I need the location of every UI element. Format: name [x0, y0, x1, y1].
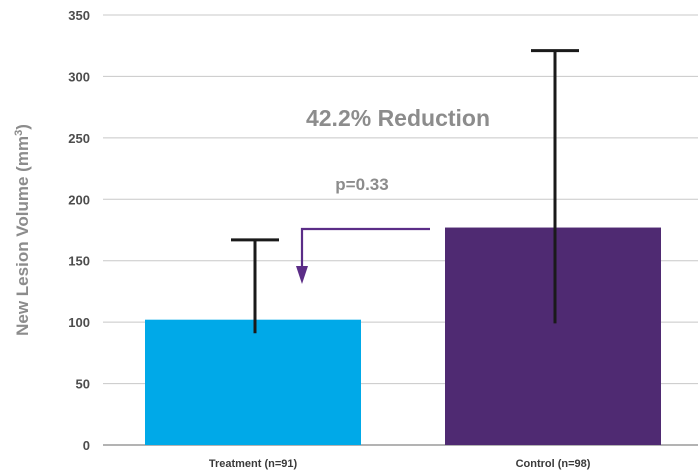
p-value-annotation: p=0.33 [335, 175, 388, 194]
y-tick-label: 50 [76, 377, 90, 392]
y-tick-label: 100 [68, 315, 90, 330]
arrow-head [296, 266, 308, 284]
y-tick-label: 200 [68, 192, 90, 207]
y-tick-label: 150 [68, 254, 90, 269]
error-bars [231, 49, 579, 334]
bars [145, 227, 661, 445]
y-tick-label: 300 [68, 69, 90, 84]
category-label: Treatment (n=91) [209, 458, 298, 470]
arrow-line [300, 227, 430, 268]
bar [145, 319, 361, 445]
y-tick-label: 0 [83, 438, 90, 453]
y-tick-label: 350 [68, 8, 90, 23]
y-tick-label: 250 [68, 131, 90, 146]
comparison-arrow [296, 227, 430, 284]
category-label: Control (n=98) [516, 458, 591, 470]
reduction-annotation: 42.2% Reduction [306, 105, 490, 131]
bar [445, 227, 661, 445]
y-axis-label: New Lesion Volume (mm3) [13, 124, 32, 336]
y-tick-labels: 0 50 100 150 200 250 300 350 [68, 8, 90, 453]
category-labels: Treatment (n=91) Control (n=98) [209, 458, 591, 470]
